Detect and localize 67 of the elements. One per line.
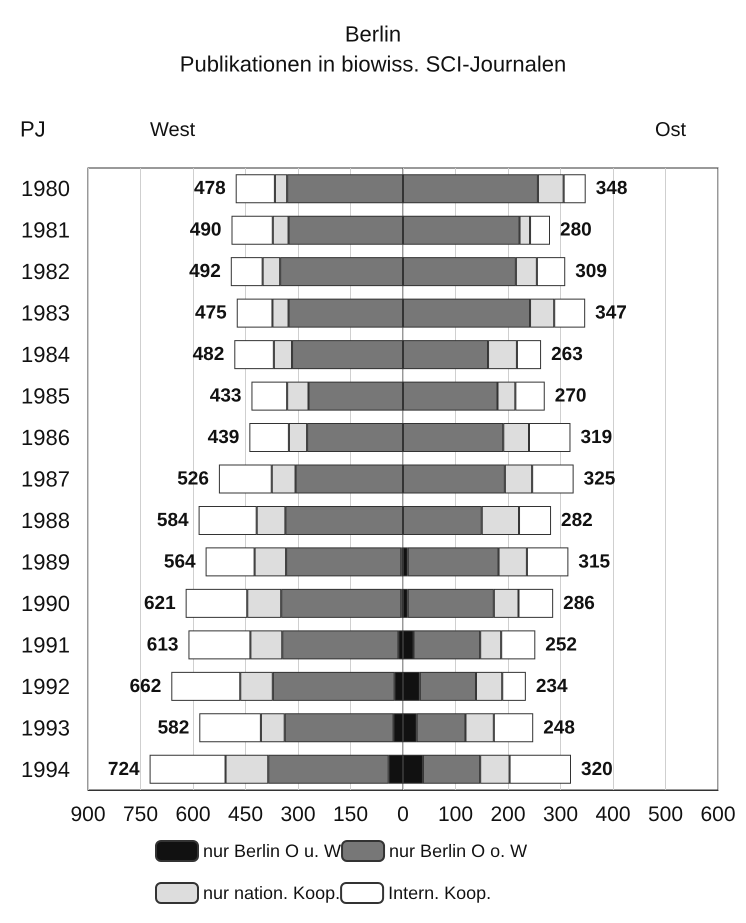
y-tick-label: 1994 xyxy=(21,756,70,782)
y-tick-label: 1982 xyxy=(21,259,70,284)
y-tick-label: 1990 xyxy=(21,590,70,616)
total-label: 319 xyxy=(580,427,612,448)
x-tick-label: 300 xyxy=(280,803,316,826)
y-tick-label: 1987 xyxy=(21,466,70,492)
total-label: 475 xyxy=(195,302,228,324)
x-tick-label: 100 xyxy=(438,803,474,826)
total-label: 439 xyxy=(208,427,240,448)
total-label: 564 xyxy=(164,551,196,572)
total-label: 482 xyxy=(192,344,224,366)
total-label: 286 xyxy=(563,592,595,614)
x-tick-label: 0 xyxy=(397,803,409,826)
y-tick-label: 1983 xyxy=(21,300,70,326)
total-label: 526 xyxy=(177,468,209,490)
y-axis-title: PJ xyxy=(20,116,46,142)
total-label: 309 xyxy=(575,261,607,282)
chart-title: Berlin xyxy=(344,22,402,46)
total-label: 252 xyxy=(545,634,578,656)
y-tick-label: 1980 xyxy=(21,176,70,202)
y-tick-label: 1984 xyxy=(21,342,70,368)
legend-label: nur nation. Koop. xyxy=(203,883,340,903)
total-label: 270 xyxy=(554,386,586,407)
y-tick-label: 1981 xyxy=(21,218,70,243)
total-label: 234 xyxy=(536,676,568,697)
total-label: 282 xyxy=(561,510,593,531)
y-tick-label: 1985 xyxy=(21,384,70,409)
x-tick-label: 500 xyxy=(648,803,684,826)
y-tick-label: 1986 xyxy=(21,425,70,450)
total-label: 584 xyxy=(156,510,190,531)
text: West xyxy=(150,119,196,141)
total-label: 621 xyxy=(144,592,176,614)
y-tick-label: 1989 xyxy=(21,549,70,574)
legend-label: Intern. Koop. xyxy=(388,883,492,903)
total-label: 347 xyxy=(595,302,627,324)
text: Ost xyxy=(655,119,687,141)
total-label: 325 xyxy=(584,468,616,490)
total-label: 320 xyxy=(581,758,613,780)
x-tick-label: 400 xyxy=(595,803,631,826)
total-label: 582 xyxy=(158,717,190,738)
x-tick-label: 900 xyxy=(70,803,106,826)
y-tick-label: 1992 xyxy=(21,674,70,699)
y-tick-label: 1991 xyxy=(21,632,70,658)
legend-label: nur Berlin O o. W xyxy=(389,841,528,861)
total-label: 315 xyxy=(578,551,611,572)
chart-subtitle: Publikationen in biowiss. SCI-Journalen xyxy=(180,52,566,76)
total-label: 662 xyxy=(130,676,162,697)
x-tick-label: 300 xyxy=(542,803,578,826)
x-tick-label: 750 xyxy=(122,803,158,826)
total-label: 280 xyxy=(560,220,592,241)
x-tick-label: 600 xyxy=(175,803,211,826)
total-label: 492 xyxy=(189,261,221,282)
total-label: 724 xyxy=(108,758,140,780)
total-label: 613 xyxy=(146,634,178,656)
total-label: 478 xyxy=(194,178,226,200)
total-label: 248 xyxy=(543,717,575,738)
total-label: 433 xyxy=(210,386,242,407)
x-tick-label: 200 xyxy=(490,803,526,826)
y-tick-label: 1993 xyxy=(21,715,70,740)
x-tick-label: 450 xyxy=(228,803,264,826)
legend-label: nur Berlin O u. W xyxy=(203,841,342,861)
x-tick-label: 150 xyxy=(332,803,368,826)
x-tick-label: 600 xyxy=(700,803,736,826)
y-tick-label: 1988 xyxy=(21,508,70,533)
total-label: 490 xyxy=(190,220,222,241)
total-label: 263 xyxy=(551,344,583,366)
total-label: 348 xyxy=(596,178,628,200)
